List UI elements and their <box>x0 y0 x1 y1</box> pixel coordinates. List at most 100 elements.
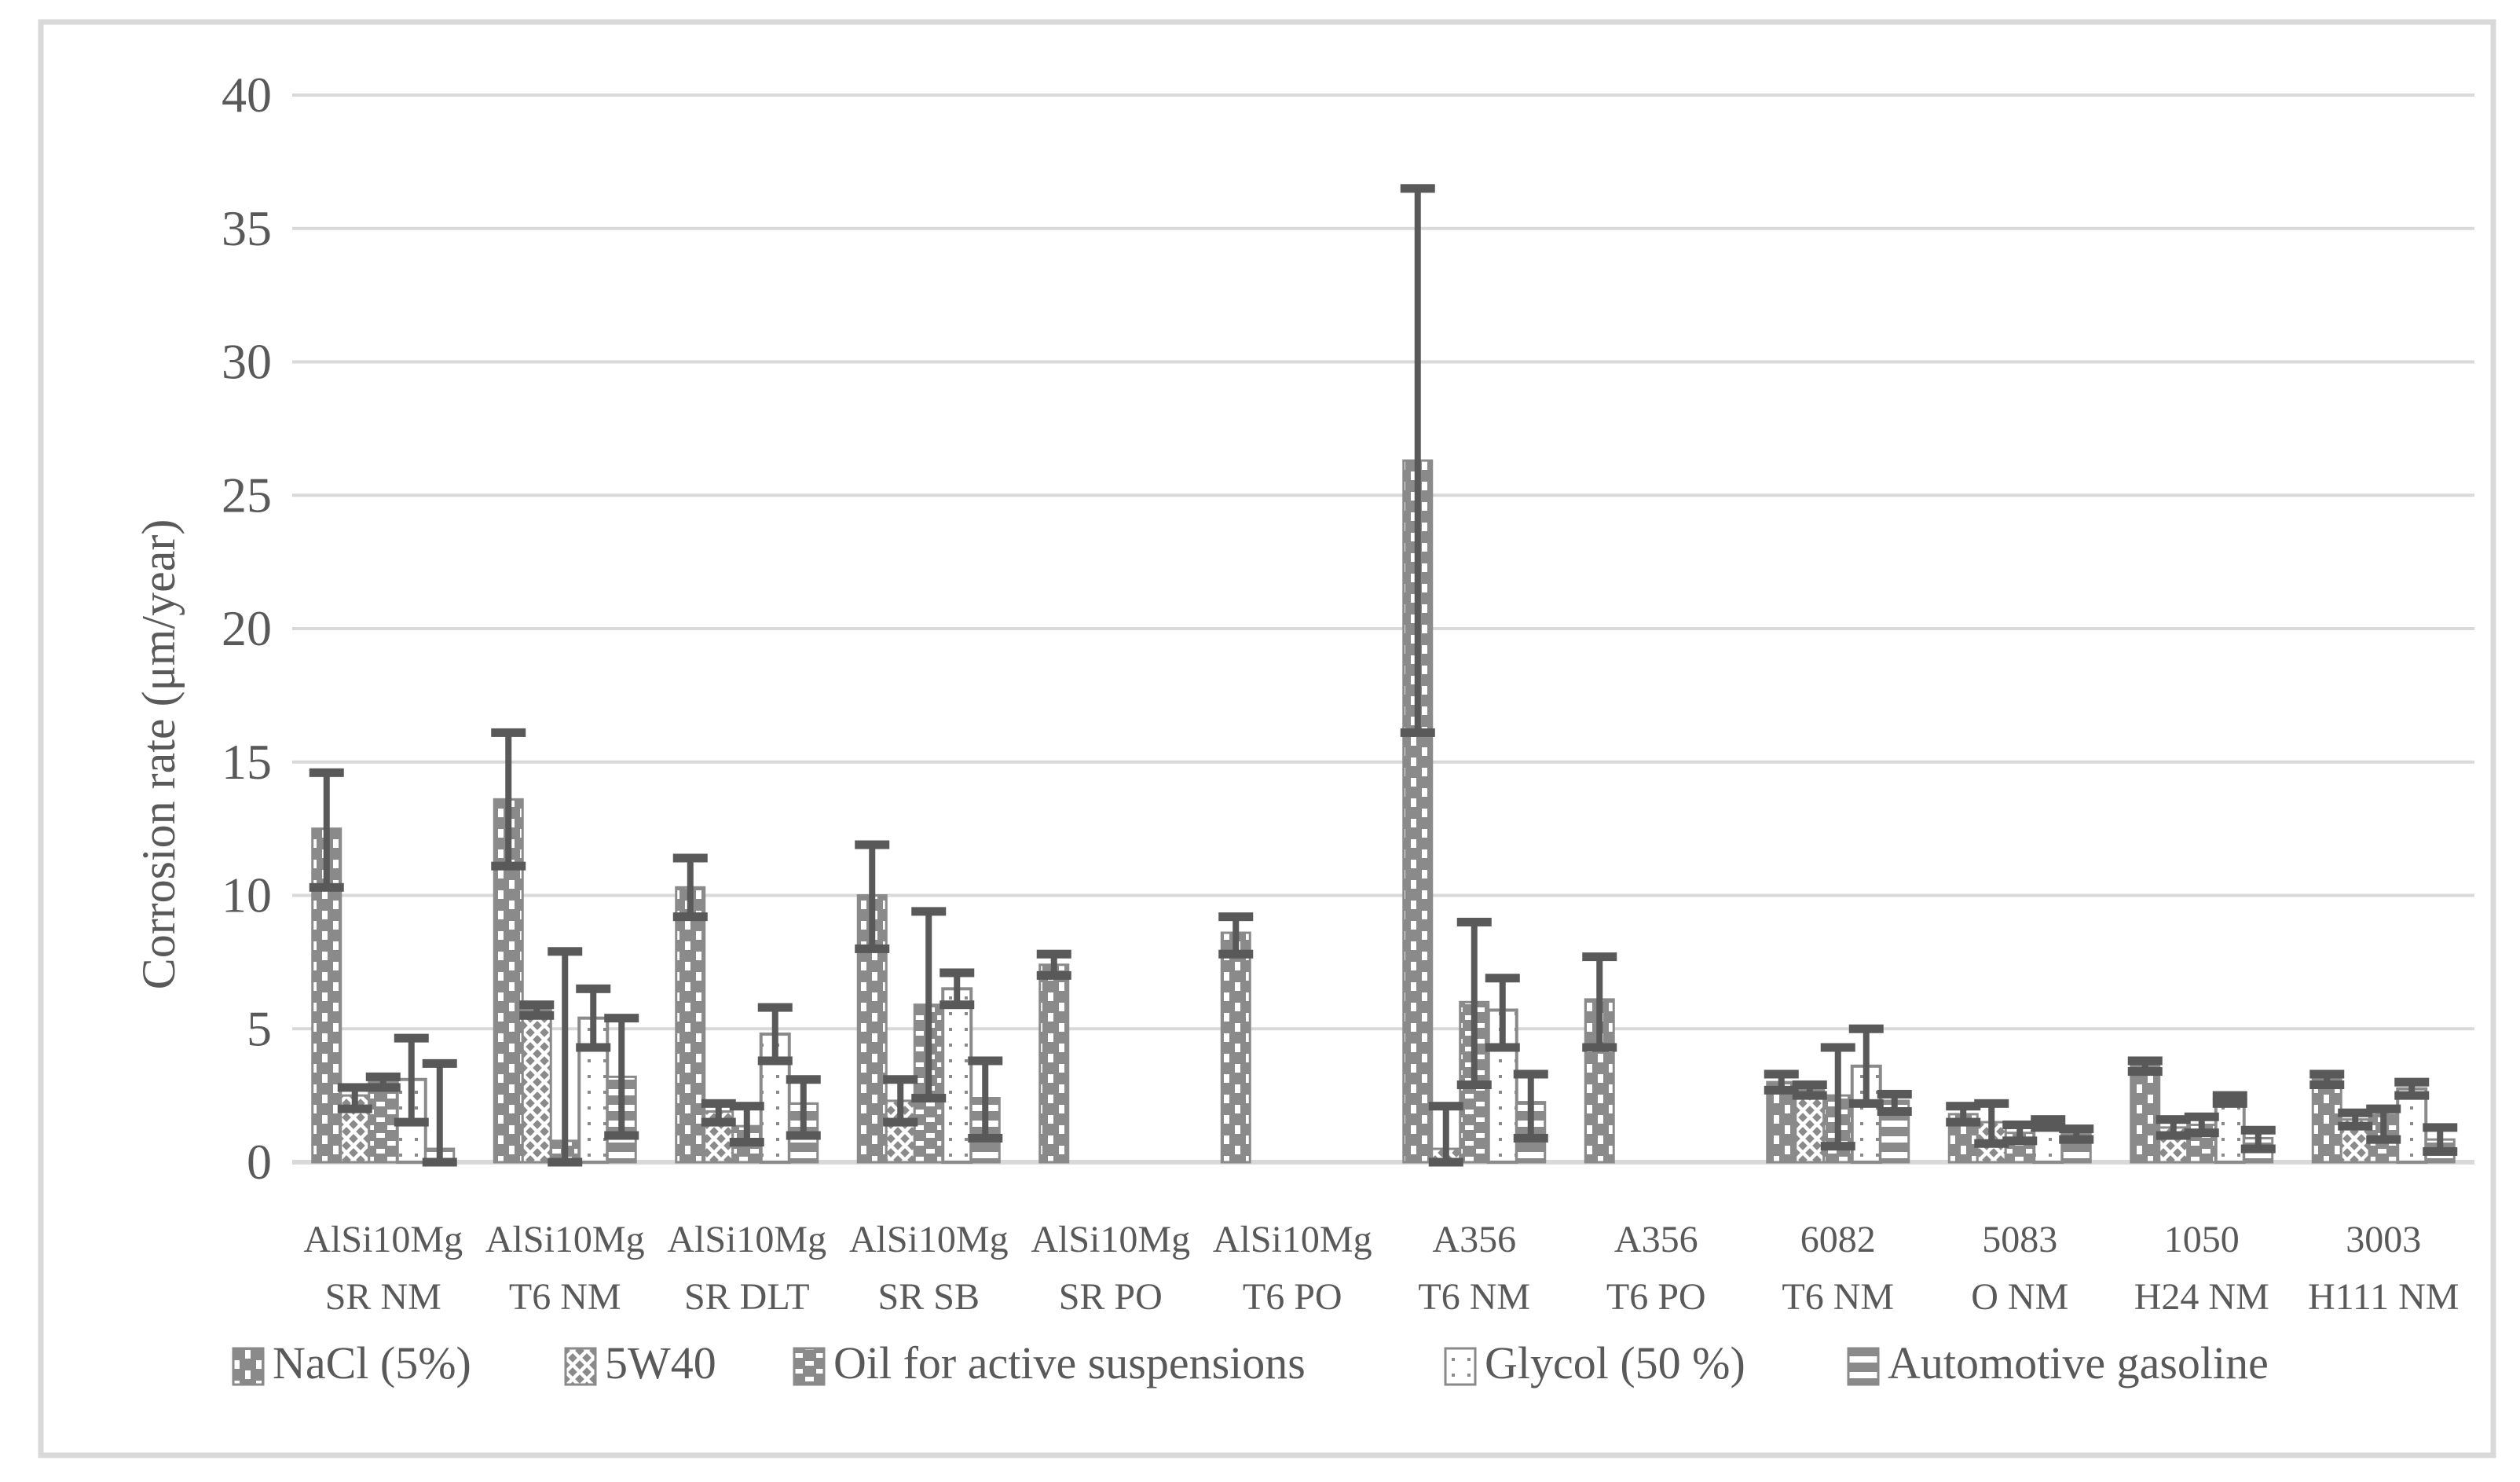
error-bar-cap <box>2059 1124 2094 1134</box>
error-bar-cap <box>2212 1091 2247 1100</box>
error-bar-cap <box>604 1131 639 1140</box>
legend-swatch-diagonal-crosshatch <box>564 1347 597 1386</box>
error-bar-cap <box>855 944 890 953</box>
error-bar-cap <box>365 1072 401 1081</box>
error-bar-cap <box>786 1075 821 1084</box>
error-bar-cap <box>911 1094 947 1103</box>
error-bar-cap <box>1764 1069 1799 1079</box>
error-bar-cap <box>2338 1121 2373 1131</box>
error-bar-cap <box>1513 1069 1548 1079</box>
error-bar-cap <box>2366 1135 2401 1144</box>
error-bar-cap <box>1877 1089 1912 1099</box>
error-bar-cap <box>2309 1080 2345 1090</box>
error-bar-cap <box>2394 1077 2430 1087</box>
category-label-line1: 3003 <box>2346 1219 2421 1260</box>
bar-3-1 <box>368 1080 399 1164</box>
error-bar-cap <box>519 1000 555 1010</box>
legend-label: Automotive gasoline <box>1888 1337 2269 1388</box>
category-label-line2: SR NM <box>325 1276 441 1318</box>
error-bar-cap <box>1877 1106 1912 1116</box>
legend-label: NaCl (5%) <box>273 1337 471 1388</box>
category-label-line2: SR PO <box>1059 1276 1163 1318</box>
error-bar-cap <box>337 1083 372 1092</box>
error-bar-cap <box>2002 1120 2038 1129</box>
error-bar-cap <box>757 1056 793 1066</box>
category-label-line2: T6 NM <box>1418 1276 1530 1318</box>
error-bar-cap <box>1974 1139 2009 1148</box>
error-bar-cap <box>1428 1102 1463 1111</box>
error-bar-cap <box>1456 917 1492 926</box>
category-label-line1: 5083 <box>1982 1219 2057 1260</box>
y-tick-label: 25 <box>222 467 272 523</box>
bar-4-12 <box>2396 1087 2428 1164</box>
y-tick-label: 10 <box>222 868 272 923</box>
error-bar-cap <box>1974 1099 2009 1108</box>
category-label-line1: A356 <box>1614 1219 1698 1260</box>
error-bar-cap <box>940 968 975 978</box>
error-bar-cap <box>2240 1144 2276 1154</box>
legend-swatch-vertical-dash <box>232 1347 265 1386</box>
error-bar-cap <box>1946 1117 1981 1127</box>
y-tick-label: 30 <box>222 334 272 390</box>
error-bar-cap <box>2240 1125 2276 1135</box>
error-bar-cap <box>1218 949 1254 959</box>
category-label-line2: T6 PO <box>1606 1276 1706 1318</box>
y-axis-title: Corrosion rate (μm/year) <box>133 519 185 990</box>
error-bar-cap <box>1456 1080 1492 1090</box>
error-bar-cap <box>1792 1080 1827 1090</box>
error-bar-cap <box>2184 1128 2219 1138</box>
error-bar-cap <box>968 1056 1003 1066</box>
category-label-line2: H111 NM <box>2308 1276 2459 1318</box>
bar-4-11 <box>2214 1098 2246 1165</box>
error-bar-cap <box>2059 1135 2094 1144</box>
error-bar-cap <box>729 1102 764 1111</box>
legend-label: 5W40 <box>605 1337 716 1388</box>
error-bar-cap <box>1946 1102 1981 1111</box>
category-label-line1: AlSi10Mg <box>485 1219 645 1260</box>
bar-1-5 <box>1038 963 1070 1164</box>
error-bar-cap <box>1036 949 1071 959</box>
error-bar-cap <box>2423 1146 2458 1156</box>
error-bar-cap <box>309 768 344 777</box>
error-bar-cap <box>672 912 708 922</box>
error-bar-cap <box>2423 1123 2458 1132</box>
error-bar-cap <box>883 1117 918 1127</box>
error-bar-cap <box>786 1131 821 1140</box>
error-bar-cap <box>576 984 611 993</box>
error-bar-cap <box>337 1104 372 1113</box>
category-label-line1: AlSi10Mg <box>303 1219 463 1260</box>
category-label-line1: AlSi10Mg <box>1031 1219 1190 1260</box>
bar-1-12 <box>2311 1078 2342 1164</box>
error-bar-cap <box>2031 1123 2066 1132</box>
error-bar-cap <box>2212 1099 2247 1108</box>
error-bar-cap <box>2366 1104 2401 1113</box>
category-label-line1: A356 <box>1432 1219 1516 1260</box>
error-bar-cap <box>491 728 526 737</box>
bar-1-3 <box>675 886 706 1164</box>
error-bar-cap <box>1792 1091 1827 1100</box>
error-bar-cap <box>2127 1056 2163 1066</box>
error-bar-cap <box>1400 184 1435 193</box>
error-bar-cap <box>422 1157 457 1167</box>
error-bar-cap <box>757 1003 793 1012</box>
error-bar-cap <box>2309 1069 2345 1079</box>
error-bar-cap <box>548 1157 583 1167</box>
error-bar-cap <box>1848 1099 1884 1108</box>
error-bar-cap <box>604 1014 639 1023</box>
category-label-line2: SR SB <box>878 1276 980 1318</box>
error-bar-cap <box>2031 1115 2066 1124</box>
error-bar-cap <box>1764 1085 1799 1095</box>
error-bar-cap <box>1485 1043 1520 1052</box>
error-bar-cap <box>1820 1043 1855 1052</box>
category-label-line1: AlSi10Mg <box>667 1219 826 1260</box>
error-bar-cap <box>940 1000 975 1010</box>
error-bar-cap <box>491 861 526 871</box>
error-bar-cap <box>2394 1091 2430 1100</box>
error-bar-cap <box>1428 1157 1463 1167</box>
error-bar-cap <box>701 1099 736 1108</box>
error-bar-cap <box>519 1011 555 1020</box>
legend-label: Glycol (50 %) <box>1485 1337 1745 1388</box>
legend-swatch-white-dotted <box>1444 1347 1477 1386</box>
